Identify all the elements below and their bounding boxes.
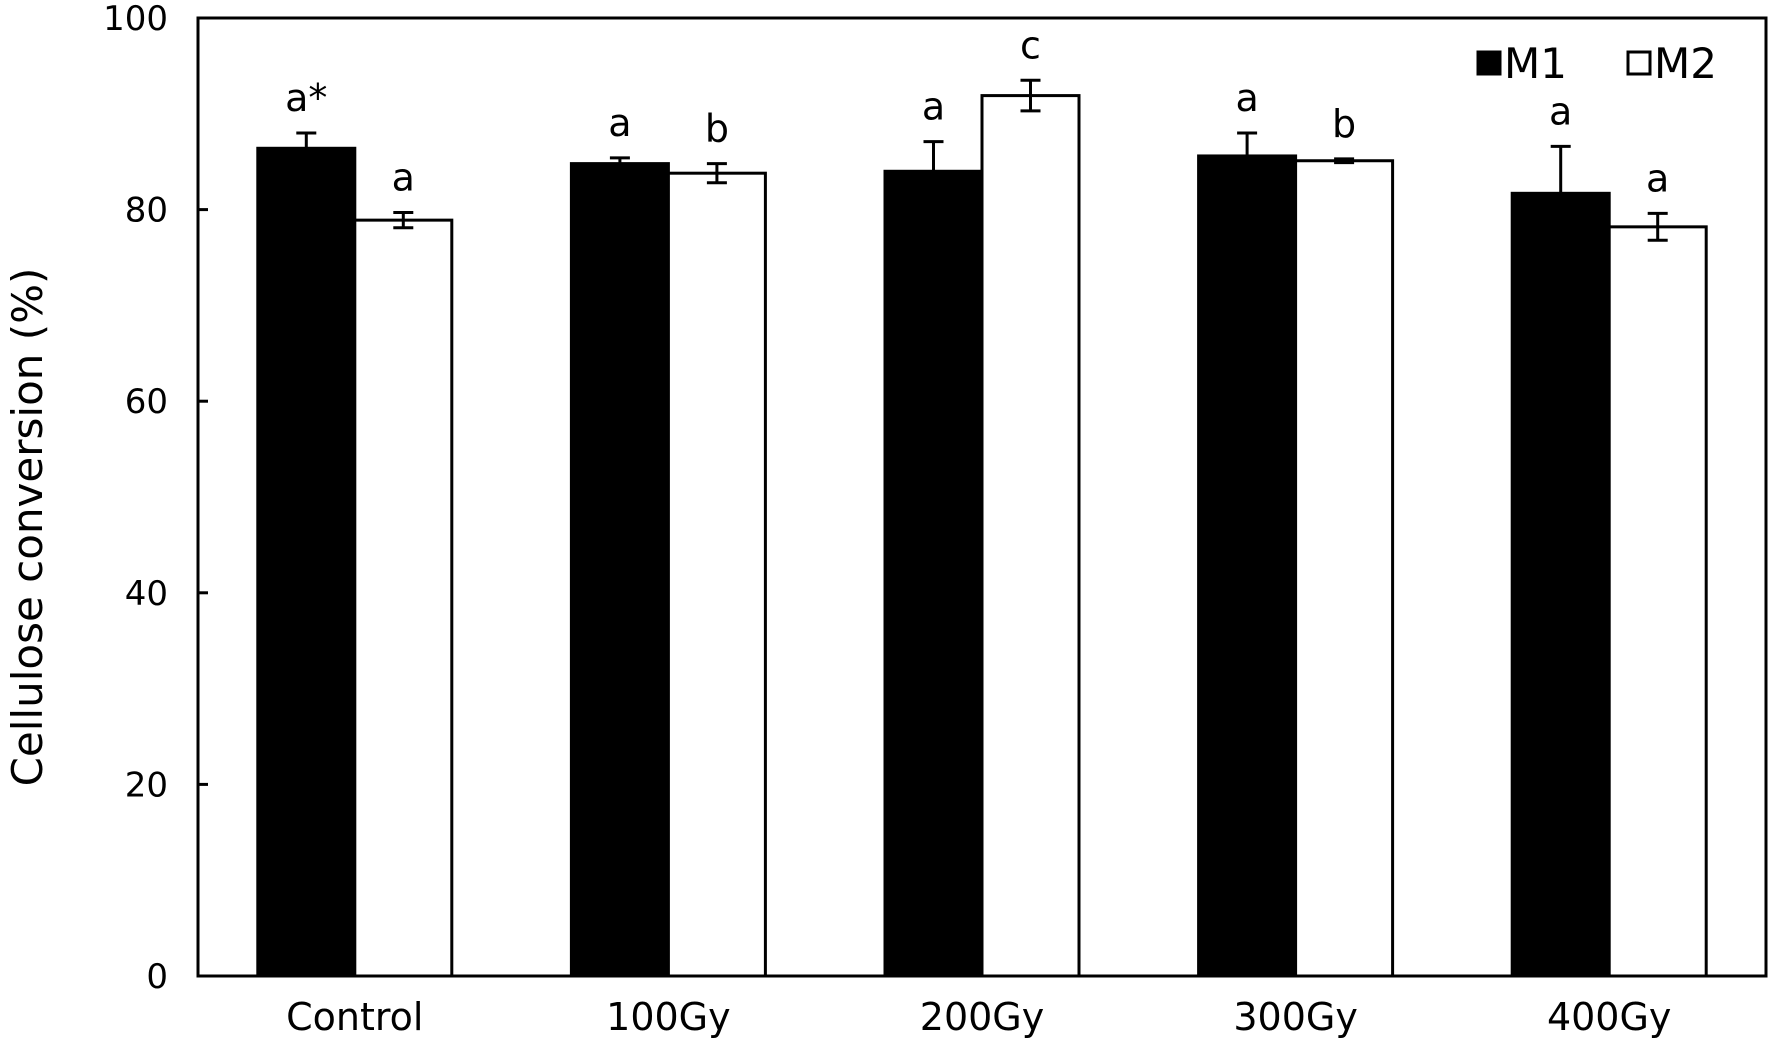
legend-swatch-m1 (1476, 50, 1502, 76)
bar-series: a* a a b a c a b a a (256, 23, 1708, 978)
error-bar (609, 156, 630, 171)
error-bar (296, 131, 317, 166)
significance-label: c (1020, 23, 1041, 67)
x-category-label: Control (286, 995, 423, 1039)
legend: M1 M2 (1476, 39, 1717, 88)
x-category-label: 300Gy (1233, 995, 1357, 1039)
legend-swatch-m2 (1626, 50, 1652, 76)
y-tick-label: 40 (125, 574, 168, 614)
x-category-label: 100Gy (606, 995, 730, 1039)
bar-m1 (883, 169, 984, 978)
error-bar (1020, 78, 1041, 113)
x-axis-categories: Control 100Gy 200Gy 300Gy 400Gy (286, 995, 1671, 1039)
y-tick-label: 80 (125, 191, 168, 231)
error-bar (1334, 157, 1355, 165)
significance-label: b (1332, 102, 1356, 146)
y-axis-ticks: 0 20 40 60 80 100 (103, 0, 208, 997)
bar-m1 (1197, 154, 1298, 978)
significance-label: b (705, 107, 729, 151)
y-tick-label: 60 (125, 382, 168, 422)
significance-label: a (1549, 89, 1572, 133)
y-tick-label: 100 (103, 0, 168, 39)
legend-label-m1: M1 (1504, 39, 1567, 88)
significance-label: a (608, 101, 631, 145)
bar-m1 (256, 146, 357, 978)
x-category-label: 400Gy (1547, 995, 1671, 1039)
y-axis-title: Cellulose conversion (%) (3, 268, 52, 787)
error-bar (706, 162, 727, 185)
plot-frame (196, 16, 1768, 978)
error-bar (923, 140, 944, 203)
significance-label: a (392, 155, 415, 199)
bar-m1 (1510, 191, 1611, 978)
bar-m2 (1294, 159, 1395, 978)
y-tick-label: 0 (146, 957, 168, 997)
bar-m2 (666, 171, 767, 978)
significance-label: a (922, 85, 945, 129)
bar-m2 (980, 94, 1081, 978)
y-tick-label: 20 (125, 765, 168, 805)
bar-m2 (1607, 225, 1708, 978)
bar-m2 (353, 218, 454, 978)
significance-label: a (1235, 76, 1258, 120)
legend-label-m2: M2 (1654, 39, 1717, 88)
error-bar (1237, 131, 1258, 181)
error-bar (393, 210, 414, 230)
error-bar (1647, 211, 1668, 242)
error-bar (1550, 144, 1571, 242)
significance-label: a* (285, 76, 327, 120)
significance-label: a (1646, 156, 1669, 200)
bar-m1 (569, 162, 670, 978)
x-category-label: 200Gy (920, 995, 1044, 1039)
